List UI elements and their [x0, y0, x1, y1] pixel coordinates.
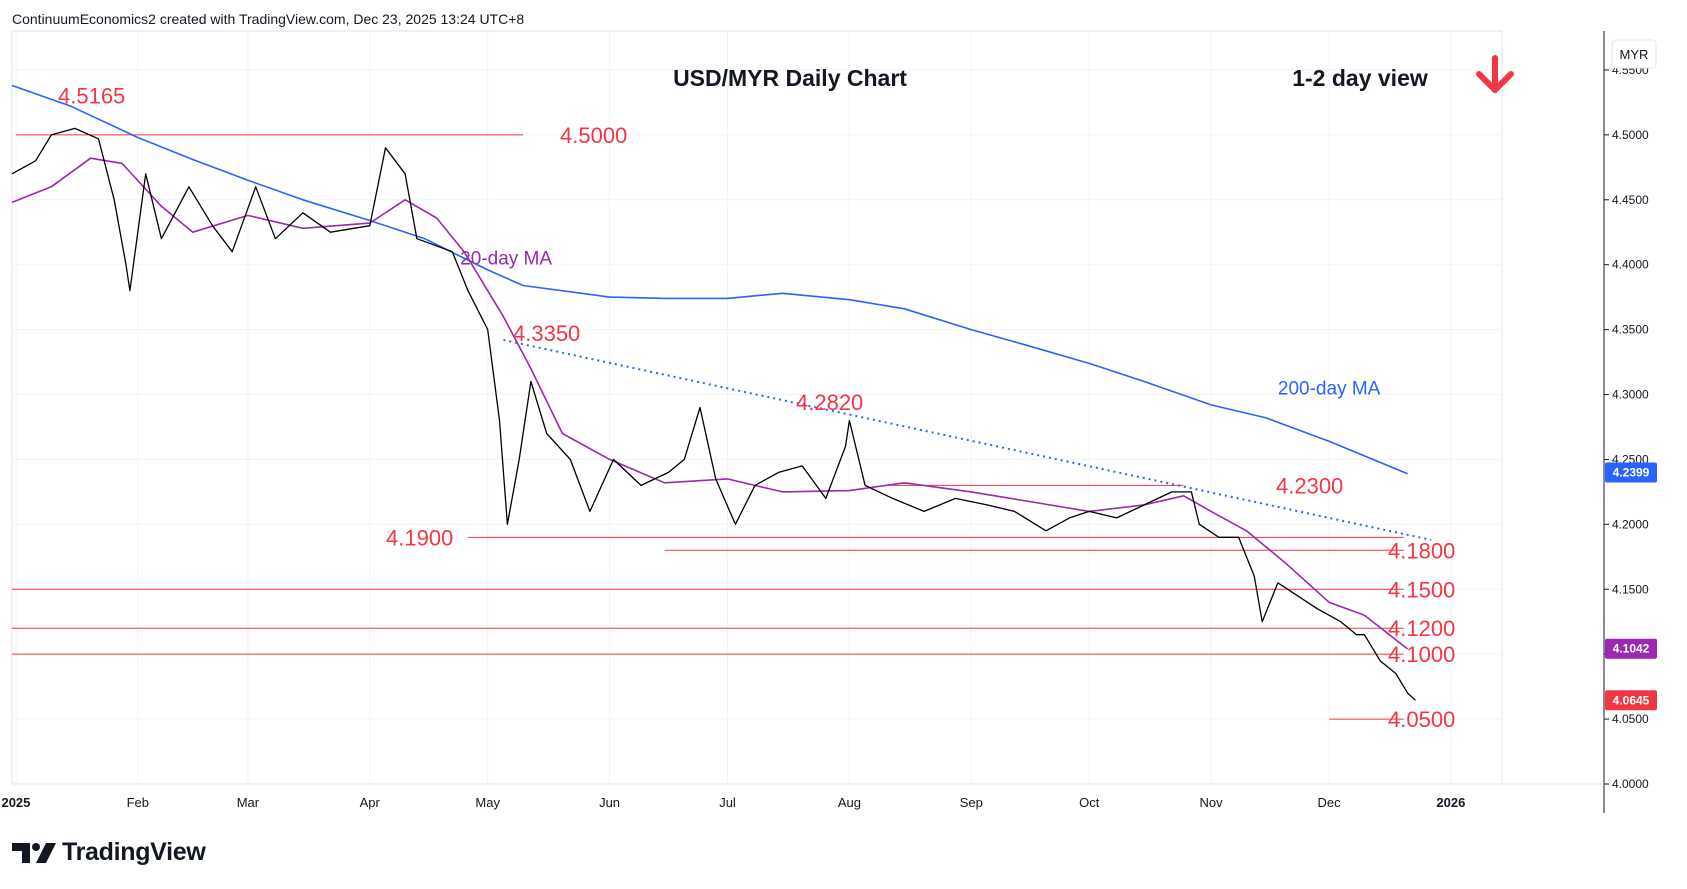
x-tick-label: 2026 — [1436, 795, 1465, 810]
y-tick-label: 4.3500 — [1612, 323, 1649, 337]
price-badge-label: 4.2399 — [1613, 466, 1650, 480]
y-tick-label: 4.4000 — [1612, 258, 1649, 272]
x-tick-label: Feb — [127, 795, 149, 810]
x-tick-label: Dec — [1317, 795, 1341, 810]
x-tick-label: Jul — [719, 795, 736, 810]
currency-button[interactable]: MYR — [1611, 39, 1657, 69]
series-line-200-day-ma — [11, 84, 1408, 475]
tradingview-icon — [12, 842, 56, 863]
y-tick-label: 4.0500 — [1612, 712, 1649, 726]
y-tick-label: 4.2000 — [1612, 517, 1649, 531]
series-line-usd-myr — [11, 127, 1416, 701]
price-badge-label: 4.0645 — [1613, 693, 1650, 707]
chart-attribution: ContinuumEconomics2 created with Trading… — [12, 11, 525, 27]
x-tick-label: May — [475, 795, 500, 810]
price-badge — [1605, 638, 1657, 659]
support-resistance-levels — [12, 134, 1404, 720]
x-tick-label: Aug — [838, 795, 861, 810]
level-label: 4.1000 — [1388, 642, 1455, 667]
time-axis[interactable]: 2025 Feb Mar Apr May Jun Jul Aug Sep Oct Nov Dec 202… — [1, 795, 1465, 810]
price-badges: 4.2399 4.1042 4.0645 — [1605, 462, 1657, 711]
x-tick-label: Mar — [237, 795, 260, 810]
level-label: 4.1500 — [1388, 577, 1455, 602]
level-label: 4.5165 — [58, 83, 125, 108]
y-tick-label: 4.5000 — [1612, 128, 1649, 142]
x-tick-label: 2025 — [1, 795, 30, 810]
chart-labels: 4.5165 4.5000 4.3350 4.2820 4.2300 4.1900 4.18… — [58, 83, 1455, 732]
y-tick-label: 4.1500 — [1612, 582, 1649, 596]
level-label: 4.1800 — [1388, 538, 1455, 563]
chart-subtitle: 1-2 day view — [1292, 65, 1428, 91]
plot-area[interactable] — [11, 30, 1503, 785]
x-tick-label: Jun — [599, 795, 620, 810]
tradingview-brand-text: TradingView — [62, 838, 206, 866]
tradingview-logo[interactable]: TradingView — [12, 838, 206, 867]
y-tick-label: 4.0000 — [1612, 777, 1649, 791]
series-layer — [11, 84, 1416, 701]
x-tick-label: Oct — [1079, 795, 1100, 810]
level-label: 4.2820 — [796, 390, 863, 415]
currency-label: MYR — [1620, 47, 1649, 62]
y-tick-label: 4.3000 — [1612, 388, 1649, 402]
level-label: 4.1900 — [386, 525, 453, 550]
ma-annotation: 20-day MA — [460, 249, 552, 270]
chart-title: USD/MYR Daily Chart — [673, 65, 907, 91]
down-arrow-icon — [1476, 55, 1514, 93]
downtrend-line — [503, 339, 1432, 541]
series-line-20-day-ma — [11, 157, 1409, 650]
price-axis[interactable]: 4.00004.05004.10004.15004.20004.25004.30… — [1604, 63, 1649, 791]
y-tick-label: 4.4500 — [1612, 193, 1649, 207]
level-label: 4.5000 — [560, 123, 627, 148]
x-tick-label: Nov — [1200, 795, 1224, 810]
ma-annotation: 200-day MA — [1278, 379, 1381, 400]
trendline-layer — [503, 339, 1432, 541]
price-badge — [1605, 462, 1657, 483]
level-label: 4.0500 — [1388, 707, 1455, 732]
price-badge-label: 4.1042 — [1613, 642, 1650, 656]
price-badge — [1605, 690, 1657, 711]
level-label: 4.2300 — [1276, 473, 1343, 498]
level-label: 4.3350 — [513, 321, 580, 346]
x-tick-label: Apr — [360, 795, 381, 810]
x-tick-label: Sep — [960, 795, 983, 810]
level-label: 4.1200 — [1388, 616, 1455, 641]
